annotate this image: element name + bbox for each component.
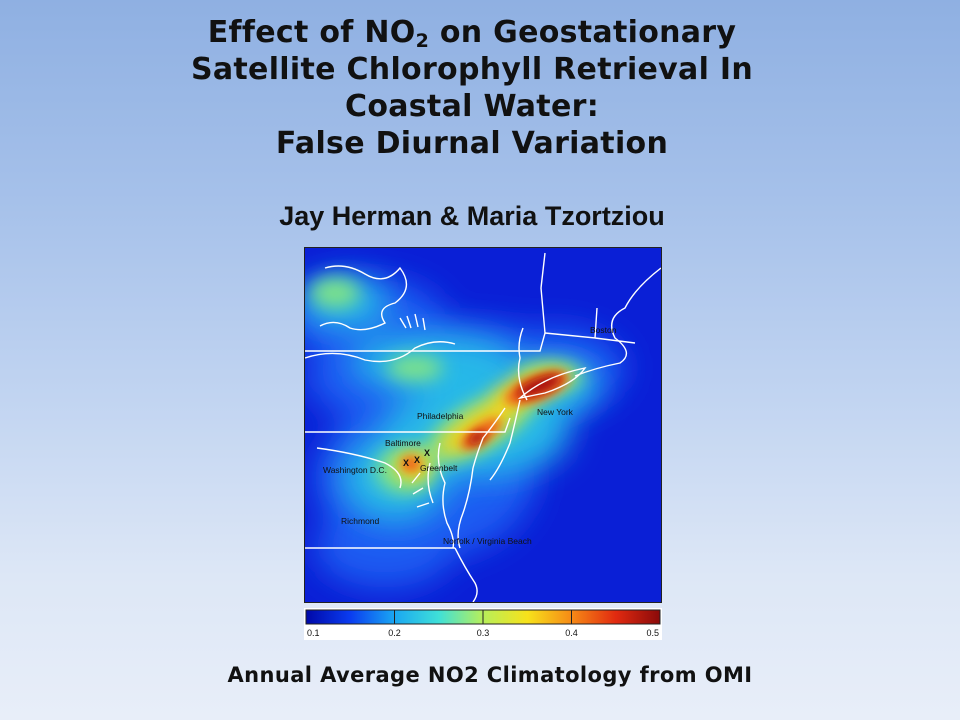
state-border-new-england <box>540 252 636 344</box>
state-border-ny-pa <box>305 287 546 352</box>
city-label-boston: Boston <box>590 325 617 335</box>
city-label-richmond: Richmond <box>341 516 380 526</box>
colorbar-tick-label: 0.3 <box>477 628 490 638</box>
long-island <box>517 366 587 400</box>
lake-islands <box>399 313 426 331</box>
coastline-north <box>319 265 408 331</box>
colorbar-tick-label: 0.5 <box>646 628 659 638</box>
city-label-baltimore: Baltimore <box>385 438 421 448</box>
city-label-norfolk: Norfolk / Virginia Beach <box>443 536 532 546</box>
title-line-2: Satellite Chlorophyll Retrieval In <box>190 52 754 87</box>
title-subscript: 2 <box>415 30 430 52</box>
title-line-1-prefix: Effect of NO <box>207 15 416 50</box>
city-label-greenbelt: Greenbelt <box>420 463 458 473</box>
site-marker: X <box>414 455 420 465</box>
slide-title: Effect of NO2 on Geostationary Satellite… <box>0 14 944 162</box>
coastlines-and-borders <box>305 252 661 602</box>
state-border-md-va <box>316 447 402 489</box>
colorbar-tick-label: 0.1 <box>307 628 320 638</box>
delmarva-coast <box>457 467 474 549</box>
colorbar-canvas: 0.1 0.2 0.3 0.4 0.5 <box>305 609 661 638</box>
state-border-pa-md <box>305 417 511 433</box>
authors: Jay Herman & Maria Tzortziou <box>279 201 665 231</box>
colorbar-ticks: 0.1 0.2 0.3 0.4 0.5 <box>305 610 661 638</box>
coastline-nj <box>489 399 521 481</box>
site-marker: X <box>403 458 409 468</box>
title-line-1: Effect of NO2 on Geostationary <box>0 14 944 51</box>
colorbar-tick-label: 0.4 <box>565 628 578 638</box>
colorbar-tick-label: 0.2 <box>388 628 401 638</box>
map-caption: Annual Average NO2 Climatology from OMI <box>227 663 753 687</box>
title-line-3: Coastal Water: <box>345 89 599 124</box>
coastline-nc <box>454 547 478 602</box>
title-line-4: False Diurnal Variation <box>275 126 669 161</box>
colorbar: 0.1 0.2 0.3 0.4 0.5 <box>304 608 662 640</box>
chesapeake-bay <box>411 442 455 549</box>
coastline-new-england <box>574 267 661 377</box>
city-labels: Boston New York Philadelphia Baltimore W… <box>323 325 617 546</box>
map-canvas: Boston New York Philadelphia Baltimore W… <box>305 248 661 602</box>
great-lakes-shore <box>305 341 456 363</box>
city-label-washington: Washington D.C. <box>323 465 387 475</box>
hudson-river <box>517 327 528 401</box>
site-marker: X <box>424 448 430 458</box>
delaware-river <box>472 407 506 469</box>
title-line-1-suffix: on Geostationary <box>429 15 737 50</box>
no2-map: Boston New York Philadelphia Baltimore W… <box>304 247 662 603</box>
city-label-new-york: New York <box>537 407 574 417</box>
site-markers: X X X <box>403 448 430 468</box>
city-label-philadelphia: Philadelphia <box>417 411 464 421</box>
